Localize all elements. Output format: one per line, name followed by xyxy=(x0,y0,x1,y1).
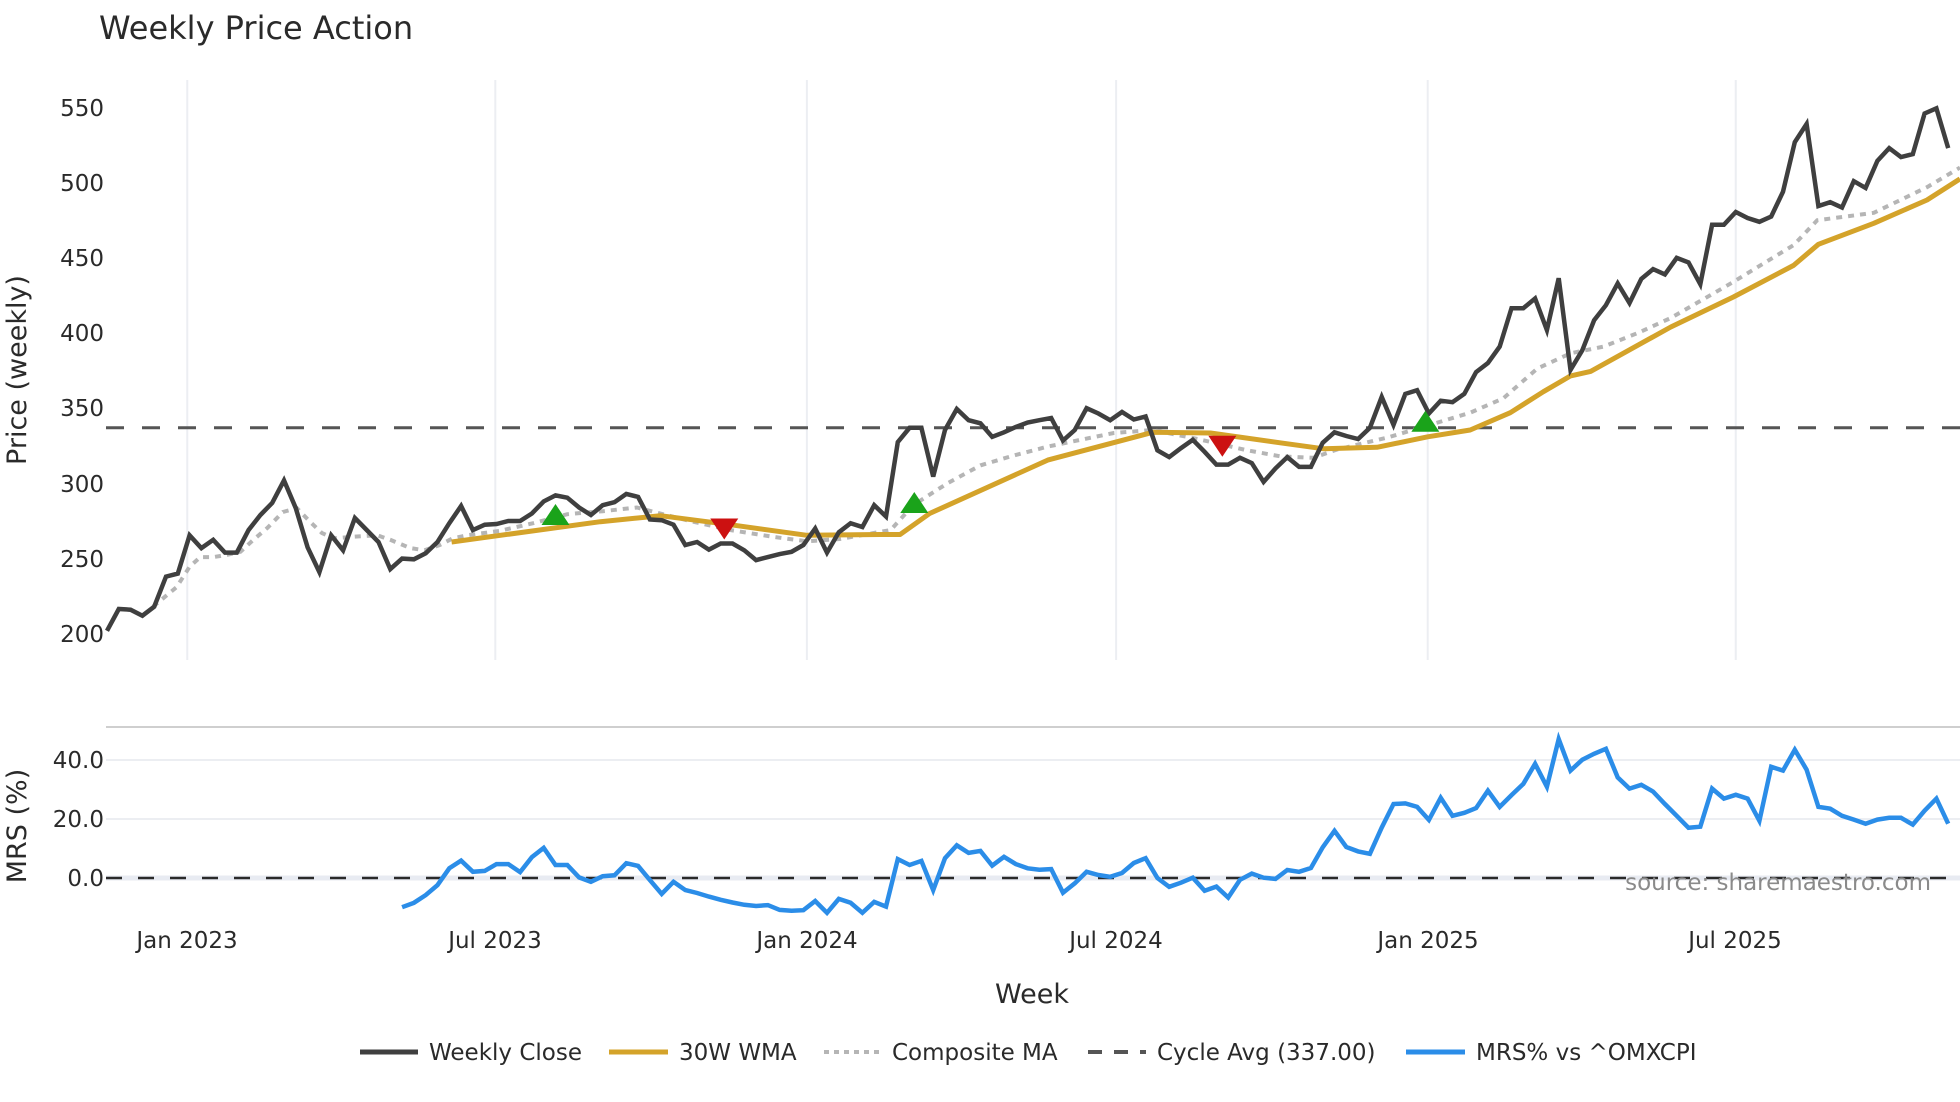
mrs-tick-20: 20.0 xyxy=(53,807,104,833)
price-tick-350: 350 xyxy=(60,396,104,422)
price-tick-300: 300 xyxy=(60,472,104,498)
price-tick-450: 450 xyxy=(60,246,104,272)
wma-30w-line xyxy=(451,176,1960,545)
x-tick-jul-2025: Jul 2025 xyxy=(1686,928,1782,954)
legend-item-composite-ma[interactable]: Composite MA xyxy=(824,1040,1058,1066)
source-label: source: sharemaestro.com xyxy=(1625,870,1931,896)
composite-ma-line xyxy=(151,165,1960,609)
x-tick-jan-2024: Jan 2024 xyxy=(754,928,857,954)
mrs-line xyxy=(401,731,1951,917)
legend-label-composite-ma: Composite MA xyxy=(892,1040,1058,1066)
legend-item-mrs[interactable]: MRS% vs ^OMXCPI xyxy=(1406,1040,1697,1066)
price-tick-500: 500 xyxy=(60,171,104,197)
legend-item-30w-wma[interactable]: 30W WMA xyxy=(609,1040,797,1066)
mrs-tick-40: 40.0 xyxy=(53,748,104,774)
legend-label-weekly-close: Weekly Close xyxy=(429,1040,582,1066)
x-axis-title: Week xyxy=(995,979,1069,1010)
price-y-ticks: 200 250 300 350 400 450 500 550 xyxy=(60,96,104,648)
chart-title: Weekly Price Action xyxy=(99,9,413,47)
mrs-y-ticks: 0.0 20.0 40.0 xyxy=(53,748,104,892)
buy-signal-icon-2 xyxy=(900,491,929,513)
legend-item-weekly-close[interactable]: Weekly Close xyxy=(360,1040,582,1066)
x-tick-jul-2024: Jul 2024 xyxy=(1067,928,1163,954)
x-tick-jul-2023: Jul 2023 xyxy=(446,928,542,954)
signal-markers xyxy=(541,410,1440,540)
legend-label-30w-wma: 30W WMA xyxy=(679,1040,797,1066)
legend-item-cycle-avg[interactable]: Cycle Avg (337.00) xyxy=(1088,1040,1376,1066)
x-tick-jan-2023: Jan 2023 xyxy=(134,928,237,954)
legend: Weekly Close 30W WMA Composite MA Cycle … xyxy=(360,1040,1697,1066)
x-tick-jan-2025: Jan 2025 xyxy=(1375,928,1478,954)
x-axis-ticks: Jan 2023 Jul 2023 Jan 2024 Jul 2024 Jan … xyxy=(134,928,1781,954)
weekly-close-line xyxy=(105,105,1951,632)
legend-label-mrs: MRS% vs ^OMXCPI xyxy=(1476,1040,1697,1066)
price-tick-250: 250 xyxy=(60,547,104,573)
price-tick-400: 400 xyxy=(60,321,104,347)
price-tick-550: 550 xyxy=(60,96,104,122)
legend-label-cycle-avg: Cycle Avg (337.00) xyxy=(1157,1040,1376,1066)
mrs-y-axis-title: MRS (%) xyxy=(2,769,33,884)
vertical-gridlines xyxy=(186,80,1737,660)
buy-signal-icon-0 xyxy=(541,503,570,525)
buy-signal-icon-4 xyxy=(1411,410,1440,432)
price-tick-200: 200 xyxy=(60,622,104,648)
sell-signal-icon-3 xyxy=(1208,435,1237,457)
mrs-tick-0: 0.0 xyxy=(67,866,104,892)
sell-signal-icon-1 xyxy=(710,518,739,540)
price-y-axis-title: Price (weekly) xyxy=(2,275,33,465)
